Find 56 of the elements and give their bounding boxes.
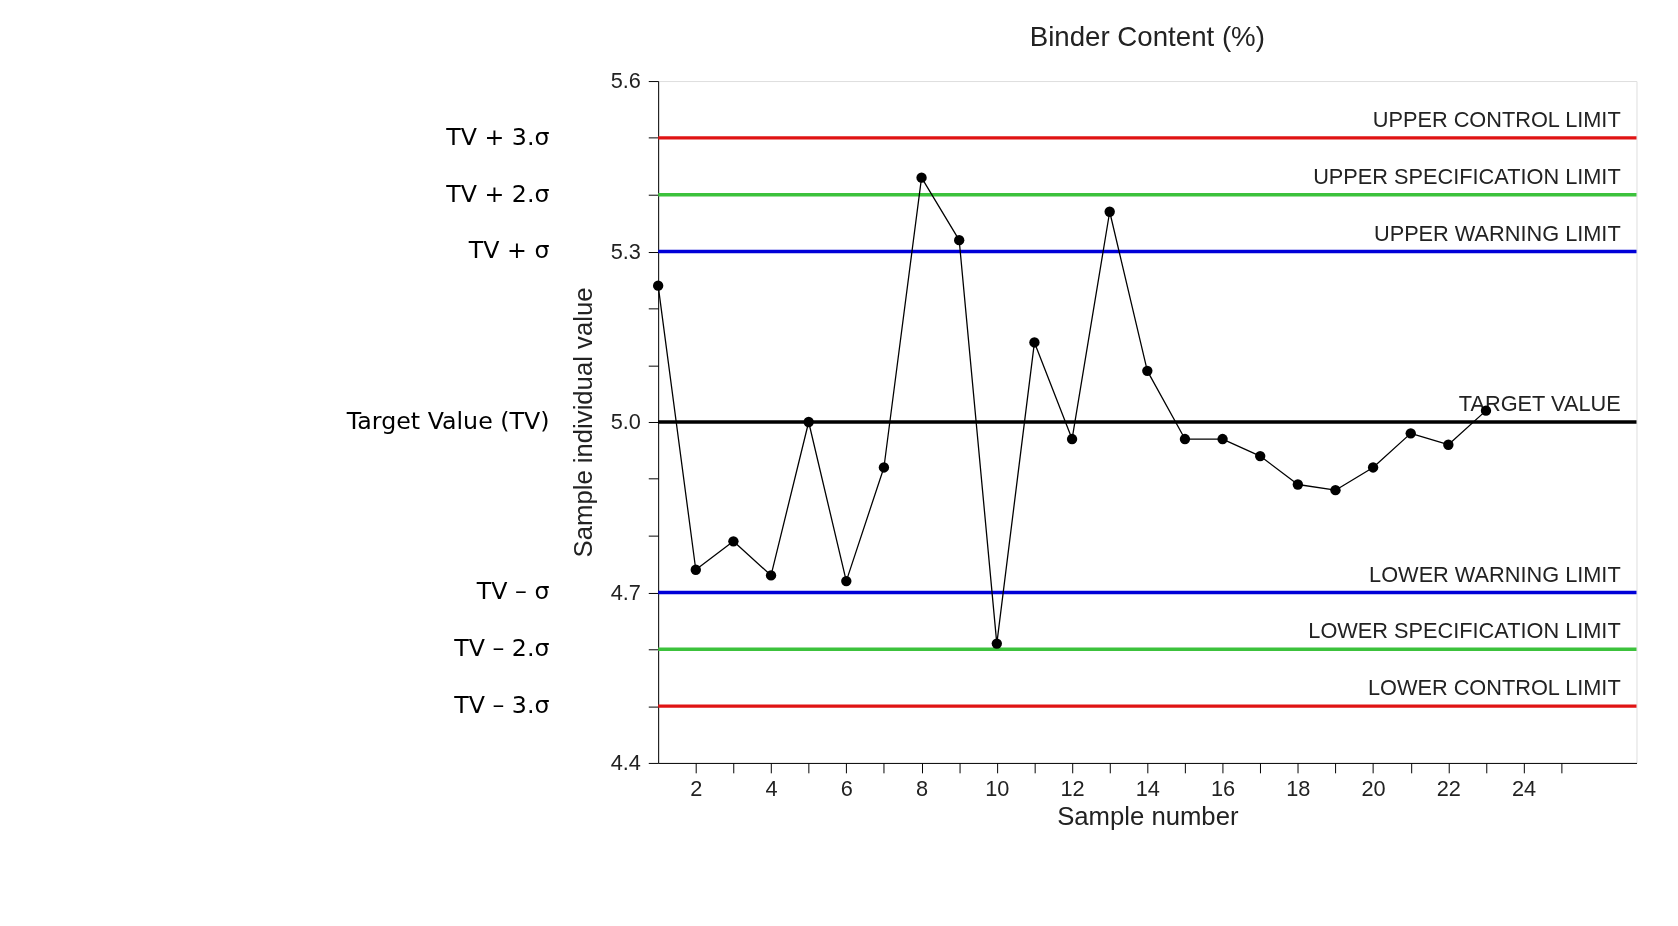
point xyxy=(916,172,927,183)
point xyxy=(1029,337,1040,348)
y-tick-label: 5.0 xyxy=(610,409,641,435)
point xyxy=(841,575,852,587)
point xyxy=(991,638,1002,649)
point xyxy=(1443,439,1454,450)
ref-line-label: TARGET VALUE xyxy=(1458,391,1621,417)
point xyxy=(803,416,814,428)
point xyxy=(1255,450,1266,462)
ref-line-label: UPPER SPECIFICATION LIMIT xyxy=(1313,163,1621,189)
ref-line-label: UPPER WARNING LIMIT xyxy=(1373,220,1621,246)
x-axis-title: Sample number xyxy=(1057,801,1239,830)
point xyxy=(1405,428,1416,439)
x-tick-label: 16 xyxy=(1210,776,1236,802)
y-tick-label: 5.3 xyxy=(610,238,641,264)
point xyxy=(1179,433,1191,445)
point xyxy=(728,536,739,547)
point xyxy=(1066,433,1078,445)
point xyxy=(878,462,890,473)
x-tick-label: 18 xyxy=(1286,776,1311,802)
point xyxy=(765,570,777,581)
ref-line-label: LOWER SPECIFICATION LIMIT xyxy=(1308,618,1621,644)
ref-line-label: LOWER CONTROL LIMIT xyxy=(1367,675,1621,701)
text: TV – 2.σ xyxy=(453,634,550,663)
x-tick-label: 2 xyxy=(690,776,703,802)
text: Target Value (TV) xyxy=(345,406,550,435)
x-tick-label: 10 xyxy=(985,776,1010,802)
x-tick-label: 20 xyxy=(1361,776,1386,802)
y-tick-label: 5.6 xyxy=(610,68,641,94)
text: TV – σ xyxy=(475,577,550,606)
text: TV – 3.σ xyxy=(453,691,550,720)
ref-line-label: LOWER WARNING LIMIT xyxy=(1369,561,1621,587)
point xyxy=(690,564,701,575)
point xyxy=(1367,462,1379,473)
x-tick-label: 4 xyxy=(765,776,778,802)
y-axis-title: Sample individual value xyxy=(568,287,597,558)
text: TV + σ xyxy=(467,236,550,265)
text: TV + 3.σ xyxy=(445,122,550,151)
point xyxy=(1104,206,1115,217)
y-tick-label: 4.7 xyxy=(610,579,641,605)
point xyxy=(954,235,965,246)
point xyxy=(652,280,664,291)
x-tick-label: 6 xyxy=(840,776,853,802)
point xyxy=(1330,485,1341,496)
x-tick-label: 14 xyxy=(1135,776,1160,802)
point xyxy=(1292,479,1304,490)
point xyxy=(1142,365,1153,377)
x-tick-label: 12 xyxy=(1060,776,1085,802)
text: TV + 2.σ xyxy=(445,179,550,208)
point xyxy=(1217,433,1228,445)
chart-title: Binder Content (%) xyxy=(1029,21,1265,53)
x-tick-label: 22 xyxy=(1436,776,1461,802)
x-tick-label: 8 xyxy=(916,776,929,802)
ref-line-label: UPPER CONTROL LIMIT xyxy=(1372,107,1621,133)
x-tick-label: 24 xyxy=(1512,776,1537,802)
y-tick-label: 4.4 xyxy=(610,750,641,776)
